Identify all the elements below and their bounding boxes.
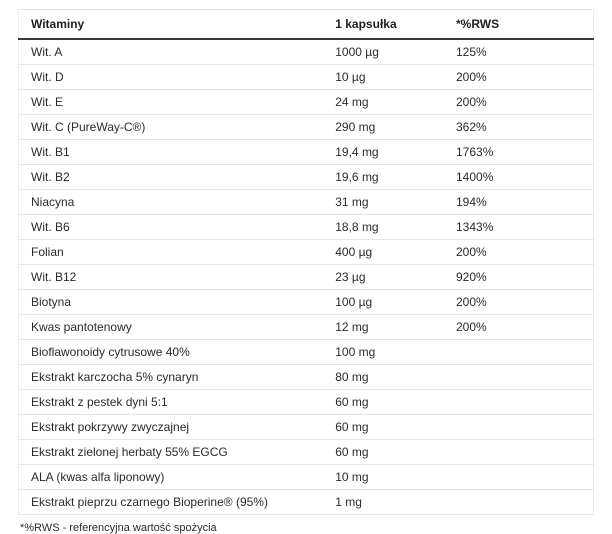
header-per-capsule: 1 kapsułka: [323, 9, 444, 40]
row-rws: 125%: [444, 39, 594, 65]
row-amount: 60 mg: [323, 439, 444, 465]
row-rws: 362%: [444, 114, 594, 140]
table-row: Wit. D 10 µg 200%: [18, 64, 594, 90]
table-row: Ekstrakt z pestek dyni 5:1 60 mg: [18, 389, 594, 415]
row-rws: 1343%: [444, 214, 594, 240]
row-rws: 1763%: [444, 139, 594, 165]
row-amount: 80 mg: [323, 364, 444, 390]
row-rws: 1400%: [444, 164, 594, 190]
row-label: Wit. B2: [18, 164, 324, 190]
row-rws: [444, 464, 594, 490]
table-row: Wit. E 24 mg 200%: [18, 89, 594, 115]
table-row: Biotyna 100 µg 200%: [18, 289, 594, 315]
row-label: Wit. A: [18, 39, 324, 65]
row-label: Wit. D: [18, 64, 324, 90]
header-row: Witaminy 1 kapsułka *%RWS: [18, 9, 594, 40]
row-label: Bioflawonoidy cytrusowe 40%: [18, 339, 324, 365]
table-row: Kwas pantotenowy 12 mg 200%: [18, 314, 594, 340]
row-label: Biotyna: [18, 289, 324, 315]
row-label: Ekstrakt pokrzywy zwyczajnej: [18, 414, 324, 440]
row-label: Ekstrakt pieprzu czarnego Bioperine® (95…: [18, 489, 324, 515]
row-amount: 100 µg: [323, 289, 444, 315]
row-amount: 18,8 mg: [323, 214, 444, 240]
nutrition-table: Witaminy 1 kapsułka *%RWS Wit. A 1000 µg 1…: [18, 9, 594, 515]
table-row: Bioflawonoidy cytrusowe 40% 100 mg: [18, 339, 594, 365]
row-amount: 12 mg: [323, 314, 444, 340]
row-label: Wit. B1: [18, 139, 324, 165]
row-amount: 290 mg: [323, 114, 444, 140]
table-row: Wit. B12 23 µg 920%: [18, 264, 594, 290]
row-rws: [444, 489, 594, 515]
table-row: Ekstrakt zielonej herbaty 55% EGCG 60 mg: [18, 439, 594, 465]
row-amount: 60 mg: [323, 414, 444, 440]
header-vitamins: Witaminy: [18, 9, 324, 40]
row-label: Kwas pantotenowy: [18, 314, 324, 340]
row-label: ALA (kwas alfa liponowy): [18, 464, 324, 490]
row-rws: 200%: [444, 64, 594, 90]
row-amount: 23 µg: [323, 264, 444, 290]
table-body: Wit. A 1000 µg 125% Wit. D 10 µg 200% Wit. E 24…: [18, 39, 594, 515]
row-rws: 200%: [444, 89, 594, 115]
row-label: Ekstrakt zielonej herbaty 55% EGCG: [18, 439, 324, 465]
row-rws: 200%: [444, 239, 594, 265]
supplement-facts-page: Witaminy 1 kapsułka *%RWS Wit. A 1000 µg 1…: [18, 9, 594, 534]
row-amount: 400 µg: [323, 239, 444, 265]
row-amount: 19,4 mg: [323, 139, 444, 165]
row-rws: [444, 439, 594, 465]
row-amount: 60 mg: [323, 389, 444, 415]
row-rws: 200%: [444, 314, 594, 340]
table-row: Folian 400 µg 200%: [18, 239, 594, 265]
rws-footnote: *%RWS - referencyjna wartość spożycia: [20, 522, 217, 534]
row-amount: 10 mg: [323, 464, 444, 490]
table-row: Ekstrakt pieprzu czarnego Bioperine® (95…: [18, 489, 594, 515]
table-row: ALA (kwas alfa liponowy) 10 mg: [18, 464, 594, 490]
row-label: Wit. B6: [18, 214, 324, 240]
row-label: Ekstrakt karczocha 5% cynaryn: [18, 364, 324, 390]
table-row: Wit. C (PureWay-C®) 290 mg 362%: [18, 114, 594, 140]
row-rws: 920%: [444, 264, 594, 290]
row-rws: 200%: [444, 289, 594, 315]
row-amount: 19,6 mg: [323, 164, 444, 190]
row-amount: 10 µg: [323, 64, 444, 90]
row-amount: 1000 µg: [323, 39, 444, 65]
row-rws: 194%: [444, 189, 594, 215]
row-rws: [444, 339, 594, 365]
row-amount: 1 mg: [323, 489, 444, 515]
row-label: Niacyna: [18, 189, 324, 215]
table-row: Niacyna 31 mg 194%: [18, 189, 594, 215]
row-label: Wit. C (PureWay-C®): [18, 114, 324, 140]
row-amount: 24 mg: [323, 89, 444, 115]
table-row: Wit. B2 19,6 mg 1400%: [18, 164, 594, 190]
row-label: Wit. E: [18, 89, 324, 115]
table-row: Wit. A 1000 µg 125%: [18, 39, 594, 65]
nutrition-table-header: Witaminy 1 kapsułka *%RWS: [18, 9, 594, 40]
row-amount: 31 mg: [323, 189, 444, 215]
table-row: Ekstrakt karczocha 5% cynaryn 80 mg: [18, 364, 594, 390]
table-row: Ekstrakt pokrzywy zwyczajnej 60 mg: [18, 414, 594, 440]
table-row: Wit. B6 18,8 mg 1343%: [18, 214, 594, 240]
table-row: Wit. B1 19,4 mg 1763%: [18, 139, 594, 165]
row-rws: [444, 364, 594, 390]
header-rws: *%RWS: [444, 9, 594, 40]
row-label: Wit. B12: [18, 264, 324, 290]
row-rws: [444, 414, 594, 440]
row-amount: 100 mg: [323, 339, 444, 365]
row-label: Folian: [18, 239, 324, 265]
row-label: Ekstrakt z pestek dyni 5:1: [18, 389, 324, 415]
row-rws: [444, 389, 594, 415]
